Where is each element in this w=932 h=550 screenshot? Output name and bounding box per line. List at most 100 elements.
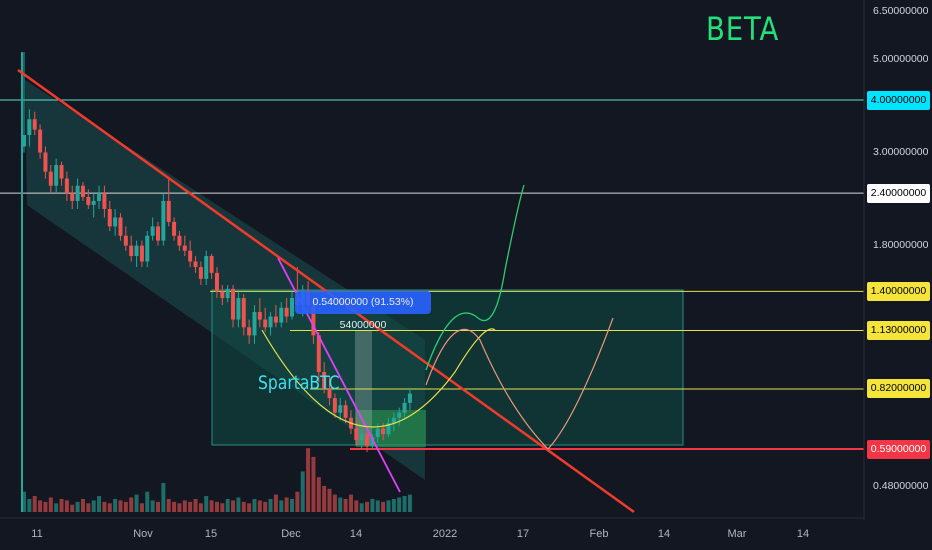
volume-bar-72 — [407, 494, 412, 512]
volume-bar-14 — [97, 496, 102, 512]
volume-bar-5 — [48, 497, 53, 512]
volume-bar-53 — [306, 448, 311, 512]
price-level-badge: 1.13000000 — [867, 321, 930, 340]
volume-bar-28 — [172, 501, 177, 512]
volume-bar-34 — [204, 496, 209, 512]
time-tick-label: Nov — [133, 528, 153, 540]
candle-body-67 — [381, 428, 386, 435]
candle-body-20 — [129, 245, 134, 257]
volume-bar-2 — [32, 496, 37, 512]
volume-bar-21 — [134, 494, 139, 512]
volume-bar-42 — [247, 503, 252, 512]
volume-bar-0 — [22, 491, 26, 512]
candle-body-7 — [59, 165, 64, 179]
volume-bar-29 — [177, 503, 182, 512]
time-tick-label: 15 — [204, 528, 218, 540]
volume-bar-8 — [64, 500, 69, 512]
volume-bar-30 — [182, 500, 187, 512]
volume-bar-52 — [300, 471, 305, 512]
candles — [21, 52, 412, 512]
candle-body-2 — [32, 119, 37, 130]
author-watermark: SpartaBTC — [258, 372, 340, 394]
volume-bar-31 — [188, 501, 193, 512]
candle-body-63 — [359, 434, 364, 440]
candle-body-5 — [48, 171, 53, 186]
candle-body-14 — [97, 193, 102, 201]
candle-body-26 — [161, 200, 166, 241]
candle-body-58 — [332, 398, 337, 413]
volume-bar-70 — [397, 497, 402, 512]
candle-body-64 — [365, 434, 370, 446]
volume-bar-26 — [161, 483, 166, 512]
volume-bar-46 — [268, 498, 273, 512]
time-tick-label: 2022 — [432, 528, 458, 540]
volume-bar-47 — [273, 494, 278, 512]
candle-body-56 — [322, 371, 327, 389]
price-level-badge: 0.82000000 — [867, 379, 930, 399]
candle-body-8 — [64, 178, 69, 194]
candle-body-22 — [139, 245, 144, 262]
candle-body-62 — [354, 428, 359, 440]
volume-bar-3 — [38, 500, 43, 512]
price-level-badge: 4.00000000 — [867, 90, 930, 110]
volume-bar-68 — [386, 500, 391, 512]
price-level-lines — [0, 99, 864, 450]
volume-bar-44 — [257, 500, 262, 512]
candle-body-55 — [316, 335, 321, 372]
volume-bar-9 — [70, 504, 75, 512]
volume-bar-33 — [198, 503, 203, 512]
price-level-badge: 1.40000000 — [867, 281, 930, 301]
volume-bar-19 — [123, 501, 128, 512]
volume-bar-39 — [231, 500, 236, 512]
volume-bar-38 — [225, 498, 230, 512]
candle-body-70 — [397, 412, 402, 418]
volume-bar-50 — [290, 498, 294, 512]
price-tick-label: 6.50000000 — [873, 5, 929, 17]
volume-bar-15 — [102, 501, 107, 512]
volume-bar-6 — [54, 503, 59, 512]
candle-body-3 — [38, 129, 43, 153]
symbol-label: BETA — [706, 10, 780, 48]
volume-bar-51 — [295, 491, 300, 512]
volume-bar-18 — [118, 500, 123, 512]
volume-bar-48 — [279, 500, 284, 512]
candle-body-18 — [118, 217, 123, 236]
volume-bar-40 — [236, 497, 241, 512]
volume-bar-37 — [220, 503, 225, 512]
candle-body-50 — [290, 298, 294, 317]
volume-bar-7 — [59, 498, 64, 512]
volume-bar-57 — [327, 488, 332, 512]
projection-green — [425, 184, 525, 371]
price-tick-label: 0.48000000 — [873, 480, 929, 492]
candle-body-10 — [75, 185, 80, 201]
candle-body-1 — [27, 119, 32, 136]
volume-bar-67 — [381, 501, 386, 512]
projection-orange — [425, 317, 614, 450]
volume-bar-11 — [80, 498, 85, 512]
candle-body-34 — [204, 256, 209, 279]
candle-body-65 — [370, 437, 375, 446]
measure-band — [355, 330, 372, 445]
candle-body-68 — [386, 423, 391, 435]
candle-body-42 — [247, 327, 252, 336]
cup-arc — [261, 328, 496, 428]
volume-bar-1 — [27, 498, 32, 512]
candle-body-60 — [343, 405, 348, 418]
volume-bar-22 — [139, 503, 144, 512]
volume-bar-49 — [284, 497, 289, 512]
volume-bar-13 — [91, 500, 96, 512]
volume-bar-12 — [86, 503, 91, 512]
volume-bar-55 — [316, 477, 321, 512]
candle-body-15 — [102, 193, 107, 210]
volume-bar-4 — [43, 501, 48, 512]
volume-bar-58 — [332, 494, 337, 512]
volume-bar-62 — [354, 500, 359, 512]
candle-body-12 — [86, 196, 91, 205]
volume-bar-20 — [129, 497, 134, 512]
candle-body-43 — [252, 312, 257, 336]
candle-body-23 — [145, 235, 150, 262]
candle-body-30 — [182, 245, 187, 251]
candle-body-59 — [338, 405, 343, 413]
candle-body-25 — [156, 226, 160, 241]
